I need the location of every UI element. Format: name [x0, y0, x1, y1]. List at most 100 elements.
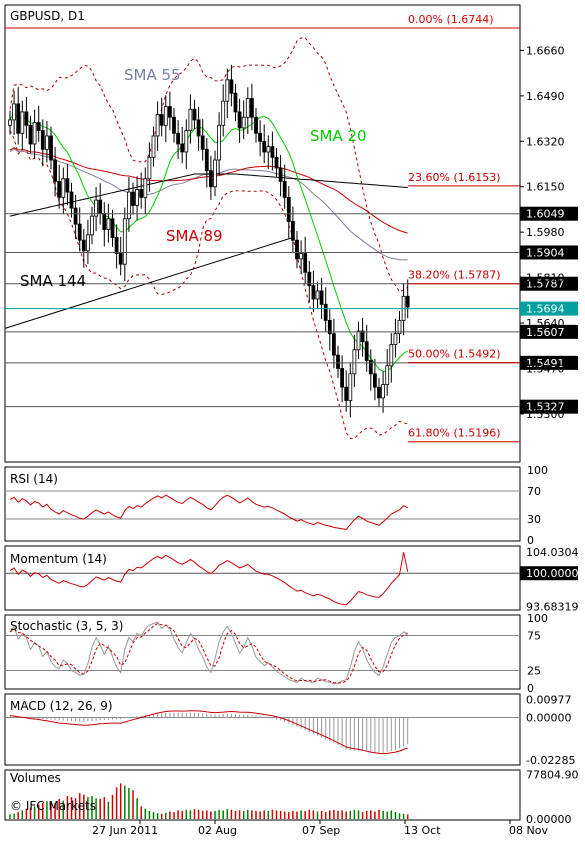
x-date-5: 08 Nov — [509, 824, 548, 837]
candle — [360, 317, 365, 357]
candle — [176, 120, 181, 159]
rsi-tick-label: 0 — [527, 534, 534, 547]
candle-body-down — [303, 253, 308, 273]
level-tag — [520, 206, 578, 221]
candle — [143, 167, 148, 215]
candle-body-up — [225, 79, 230, 102]
candle — [405, 279, 410, 319]
level-tag-label: 1.5787 — [526, 278, 565, 291]
candle — [245, 87, 250, 135]
macd-tick-label: 0.00000 — [526, 711, 572, 724]
candle-body-down — [344, 386, 349, 401]
candle — [278, 154, 283, 197]
candle-body-up — [245, 98, 250, 118]
candle-body-up — [389, 344, 394, 367]
candle — [73, 195, 78, 240]
stochastic-tick-label: 75 — [527, 630, 541, 643]
candle — [65, 163, 70, 206]
candle — [192, 99, 197, 130]
candle-body-down — [229, 79, 234, 94]
candle-body-up — [184, 130, 189, 153]
candle — [8, 110, 12, 135]
candle-body-down — [286, 197, 291, 222]
candle-body-down — [49, 135, 53, 161]
candle — [24, 96, 29, 139]
candle-body-down — [249, 98, 254, 118]
level-tag — [520, 399, 578, 414]
level-tag-label: 1.5491 — [526, 357, 565, 370]
candle-body-down — [196, 119, 201, 137]
current-price-tag — [520, 301, 578, 316]
candle-body-up — [315, 290, 320, 300]
candle-body-up — [356, 330, 361, 351]
candle-body-up — [20, 111, 25, 134]
indicator-layer — [5, 490, 520, 819]
level-tag — [520, 245, 578, 260]
stochastic-tick-label: 0 — [527, 682, 534, 695]
macd-tick-label: 0.00977 — [526, 693, 572, 706]
candle-body-down — [102, 213, 107, 230]
candle — [196, 106, 201, 151]
candle-body-down — [368, 360, 373, 375]
candle-body-down — [323, 303, 328, 321]
price-tick-label: 1.5810 — [526, 272, 565, 285]
candle — [110, 209, 115, 247]
upper-band — [9, 37, 408, 293]
candle-body-down — [340, 368, 345, 388]
candle — [213, 150, 217, 197]
candle — [131, 182, 135, 215]
macd-signal-line — [9, 710, 408, 755]
candle — [303, 236, 308, 284]
axis-layer: 1.6049 1.5904 1.5787 1.5607 1.5491 1.5327 1.56… — [139, 44, 579, 826]
level-tag-label: 1.5904 — [526, 246, 565, 259]
candle — [368, 349, 373, 391]
rsi-panel-frame — [4, 466, 521, 542]
candle — [184, 119, 189, 169]
fib-label: 50.00% (1.5492) — [408, 348, 501, 361]
candle-body-up — [163, 106, 168, 126]
candle-body-down — [311, 285, 316, 300]
watermark: © IFC Markets — [10, 799, 96, 813]
fib-label: 0.00% (1.6744) — [408, 13, 494, 26]
candle-body-down — [172, 116, 176, 134]
candle-body-down — [139, 189, 144, 198]
candle — [36, 105, 41, 142]
candle-body-up — [397, 319, 402, 335]
candle-body-up — [8, 119, 12, 126]
candle-body-up — [127, 191, 131, 220]
candle-body-down — [405, 295, 410, 308]
candle — [159, 97, 164, 137]
level-tag — [520, 355, 578, 370]
candle — [106, 203, 111, 243]
x-date-4: 13 Oct — [404, 824, 441, 837]
candle — [381, 371, 386, 413]
rsi-label: RSI (14) — [10, 472, 58, 486]
candle-body-up — [143, 178, 148, 198]
candle — [229, 64, 234, 107]
candle-body-down — [262, 140, 267, 153]
candle — [393, 318, 398, 358]
candle-body-up — [86, 234, 90, 252]
candle-body-up — [12, 103, 17, 121]
candle — [377, 377, 381, 408]
stochastic-tick-label: 25 — [527, 665, 541, 678]
stochastic-main-line — [9, 621, 408, 685]
level-tag — [520, 276, 578, 291]
candle — [221, 84, 226, 137]
candle-body-up — [352, 349, 357, 375]
volume-tick-label: 0.00000 — [526, 813, 572, 826]
stochastic-label: Stochastic (3, 5, 3) — [10, 619, 123, 633]
candle — [20, 100, 25, 151]
candle — [12, 90, 17, 135]
candle — [249, 83, 254, 131]
candle — [290, 206, 295, 254]
candle-body-down — [57, 180, 62, 198]
candle-body-down — [364, 341, 369, 361]
candle — [77, 207, 82, 252]
candle-body-down — [360, 330, 365, 343]
candle-body-down — [98, 199, 103, 214]
candle — [315, 281, 320, 309]
sma144-line — [9, 173, 408, 217]
candle-body-up — [299, 253, 304, 260]
